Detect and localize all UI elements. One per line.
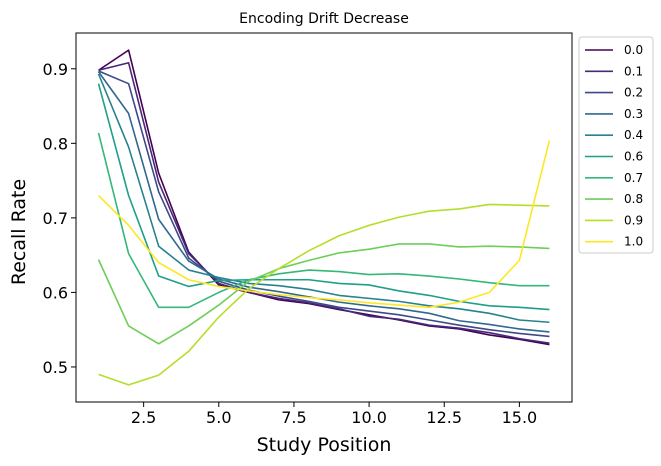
series-line-1	[98, 62, 550, 344]
series-line-5	[97, 83, 550, 311]
y-tick-label: 0.8	[43, 134, 68, 153]
y-tick-label: 0.9	[43, 60, 68, 79]
x-tick-label: 12.5	[426, 408, 462, 427]
x-tick-label: 7.5	[281, 408, 306, 427]
y-tick-label: 0.7	[43, 209, 68, 228]
legend-label-7: 0.8	[624, 192, 643, 206]
y-tick-label: 0.6	[43, 283, 68, 302]
series-line-8	[98, 203, 550, 386]
x-tick-label: 10.0	[351, 408, 387, 427]
y-tick-label: 0.5	[43, 358, 68, 377]
series-line-0	[98, 49, 550, 346]
series-line-4	[97, 73, 550, 324]
legend-label-4: 0.4	[624, 128, 643, 142]
legend: 0.0 0.1 0.2 0.3 0.4 0.6 0.7 0.8 0.9 1.0	[578, 36, 654, 254]
legend-label-5: 0.6	[624, 150, 643, 164]
plot-area: 2.5 5.0 7.5 10.0 12.5 15.0 0.5 0.6 0.7 0.8 0.9	[43, 32, 573, 427]
x-tick-label: 15.0	[502, 408, 538, 427]
legend-label-6: 0.7	[624, 171, 643, 185]
legend-label-2: 0.2	[624, 86, 643, 100]
x-axis-label: Study Position	[257, 434, 392, 456]
legend-label-8: 0.9	[624, 213, 643, 227]
legend-label-0: 0.0	[624, 43, 643, 57]
legend-items: 0.0 0.1 0.2 0.3 0.4 0.6 0.7 0.8 0.9 1.0	[585, 43, 643, 249]
x-tick-label: 2.5	[131, 408, 156, 427]
series-line-2	[98, 70, 550, 338]
y-axis-label: Recall Rate	[8, 179, 30, 285]
y-axis: 0.5 0.6 0.7 0.8 0.9	[43, 60, 76, 377]
series-line-6	[97, 132, 550, 309]
chart-title: Encoding Drift Decrease	[239, 11, 409, 27]
legend-label-1: 0.1	[624, 64, 643, 78]
legend-label-9: 1.0	[624, 235, 643, 249]
x-tick-label: 5.0	[206, 408, 231, 427]
x-axis: 2.5 5.0 7.5 10.0 12.5 15.0	[131, 402, 537, 427]
series-line-7	[97, 243, 550, 345]
series-layer	[97, 49, 551, 386]
series-line-9	[97, 140, 551, 309]
legend-label-3: 0.3	[624, 107, 643, 121]
